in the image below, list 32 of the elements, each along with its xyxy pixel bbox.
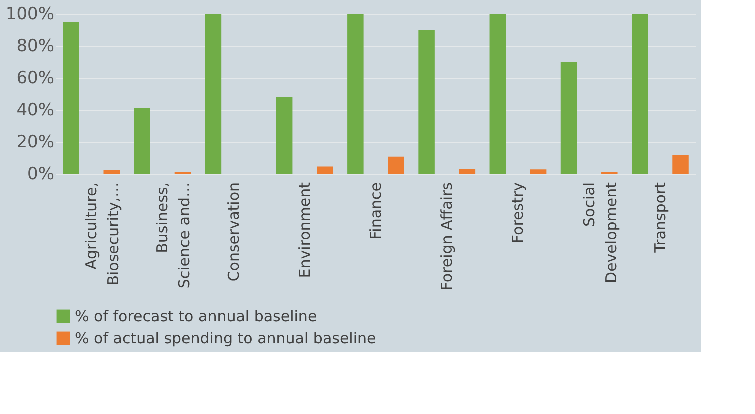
bar bbox=[348, 14, 364, 174]
x-tick-label: Forestry bbox=[509, 182, 528, 244]
bar bbox=[560, 62, 578, 174]
y-tick-label: 20% bbox=[16, 132, 54, 152]
bar bbox=[317, 166, 334, 174]
bar bbox=[205, 14, 222, 174]
y-tick-label: 80% bbox=[16, 36, 54, 56]
bar bbox=[530, 170, 547, 174]
bar bbox=[276, 97, 293, 174]
bar bbox=[418, 30, 435, 174]
y-tick-label: 0% bbox=[28, 164, 54, 184]
y-tick-label: 100% bbox=[6, 4, 54, 24]
x-tick-label: Business, Science and… bbox=[154, 182, 194, 289]
y-tick-label: 60% bbox=[16, 68, 54, 88]
bar bbox=[632, 14, 648, 174]
bar bbox=[134, 108, 150, 174]
bar bbox=[672, 155, 689, 174]
x-tick-label: Foreign Affairs bbox=[438, 182, 456, 291]
legend-label: % of actual spending to annual baseline bbox=[75, 330, 376, 348]
bar bbox=[388, 156, 404, 174]
bar bbox=[63, 22, 80, 174]
x-tick-label: Transport bbox=[651, 182, 670, 254]
bar bbox=[104, 170, 120, 174]
bar bbox=[490, 14, 506, 174]
x-tick-label: Finance bbox=[367, 182, 385, 240]
legend-label: % of forecast to annual baseline bbox=[75, 308, 318, 326]
x-tick-label: Environment bbox=[296, 182, 314, 278]
bar bbox=[459, 169, 476, 174]
x-tick-label: Conservation bbox=[224, 182, 243, 282]
x-tick-label: Agriculture, Biosecurity,… bbox=[82, 182, 123, 286]
x-tick-label: Social Development bbox=[580, 182, 620, 284]
y-tick-label: 40% bbox=[16, 100, 54, 120]
